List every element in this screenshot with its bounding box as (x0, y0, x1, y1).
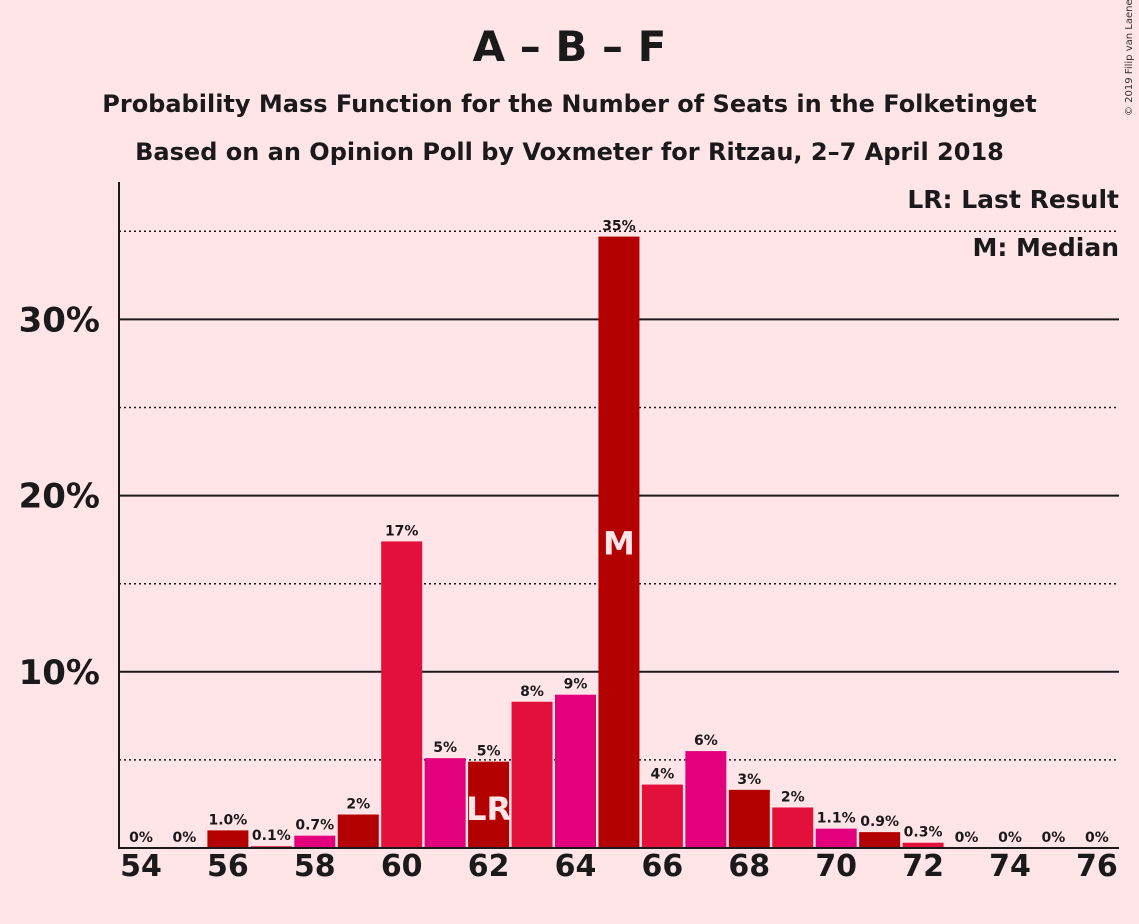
bar-value-label: 2% (781, 789, 805, 805)
x-tick-label: 62 (468, 849, 510, 884)
y-tick-label: 10% (19, 653, 100, 693)
bar-value-label: 0.3% (904, 825, 943, 841)
x-tick-label: 70 (815, 849, 857, 884)
bar-value-label: 5% (433, 740, 457, 756)
bar-65 (598, 236, 640, 848)
x-tick-label: 76 (1076, 849, 1118, 884)
median-marker: M (603, 524, 635, 562)
bar-70 (815, 828, 857, 848)
legend-median: M: Median (972, 233, 1119, 262)
bar-value-label: 2% (346, 797, 370, 813)
bar-69 (772, 807, 814, 848)
bar-value-label: 0% (129, 830, 153, 846)
bar-value-label: 1.1% (817, 811, 856, 827)
bar-value-label: 0% (1042, 830, 1066, 846)
x-tick-label: 58 (294, 849, 336, 884)
bar-value-label: 8% (520, 684, 544, 700)
bar-64 (555, 694, 596, 848)
x-tick-label: 60 (381, 849, 423, 884)
bar-58 (294, 835, 336, 848)
bar-value-label: 0% (998, 830, 1022, 846)
bar-value-label: 4% (651, 767, 675, 783)
bar-value-label: 5% (477, 744, 501, 760)
x-tick-label: 66 (642, 849, 684, 884)
bar-67 (685, 751, 727, 848)
bar-value-label: 0% (955, 830, 979, 846)
bar-72 (902, 842, 944, 848)
x-tick-label: 64 (555, 849, 597, 884)
bar-59 (337, 814, 379, 848)
bar-value-label: 0% (1085, 830, 1109, 846)
bar-value-label: 0.7% (295, 818, 334, 834)
bar-62 (468, 761, 510, 848)
chart-subtitle-2: Based on an Opinion Poll by Voxmeter for… (135, 138, 1004, 166)
bar-60 (381, 541, 423, 848)
bar-value-label: 9% (564, 677, 588, 693)
bar-value-label: 0% (173, 830, 197, 846)
chart-subtitle-1: Probability Mass Function for the Number… (102, 90, 1037, 118)
bar-71 (859, 832, 901, 848)
x-tick-label: 68 (728, 849, 770, 884)
y-tick-label: 20% (19, 477, 100, 517)
bar-66 (641, 784, 683, 848)
bar-value-label: 0.9% (860, 814, 899, 830)
last-result-marker: LR (466, 790, 511, 828)
bar-value-label: 3% (737, 772, 761, 788)
bar-value-label: 0.1% (252, 828, 291, 844)
bar-value-label: 6% (694, 733, 718, 749)
legend-last-result: LR: Last Result (907, 185, 1119, 214)
y-tick-label: 30% (19, 300, 100, 340)
bar-63 (511, 701, 553, 848)
bar-value-label: 17% (385, 523, 419, 539)
x-tick-label: 56 (207, 849, 249, 884)
x-tick-label: 74 (989, 849, 1031, 884)
bar-61 (424, 758, 466, 848)
chart-title: A – B – F (472, 22, 667, 71)
bar-68 (728, 789, 770, 848)
x-tick-label: 72 (902, 849, 944, 884)
x-tick-label: 54 (120, 849, 162, 884)
bar-value-label: 35% (602, 219, 636, 235)
bar-56 (207, 830, 249, 848)
bar-value-label: 1.0% (208, 812, 247, 828)
